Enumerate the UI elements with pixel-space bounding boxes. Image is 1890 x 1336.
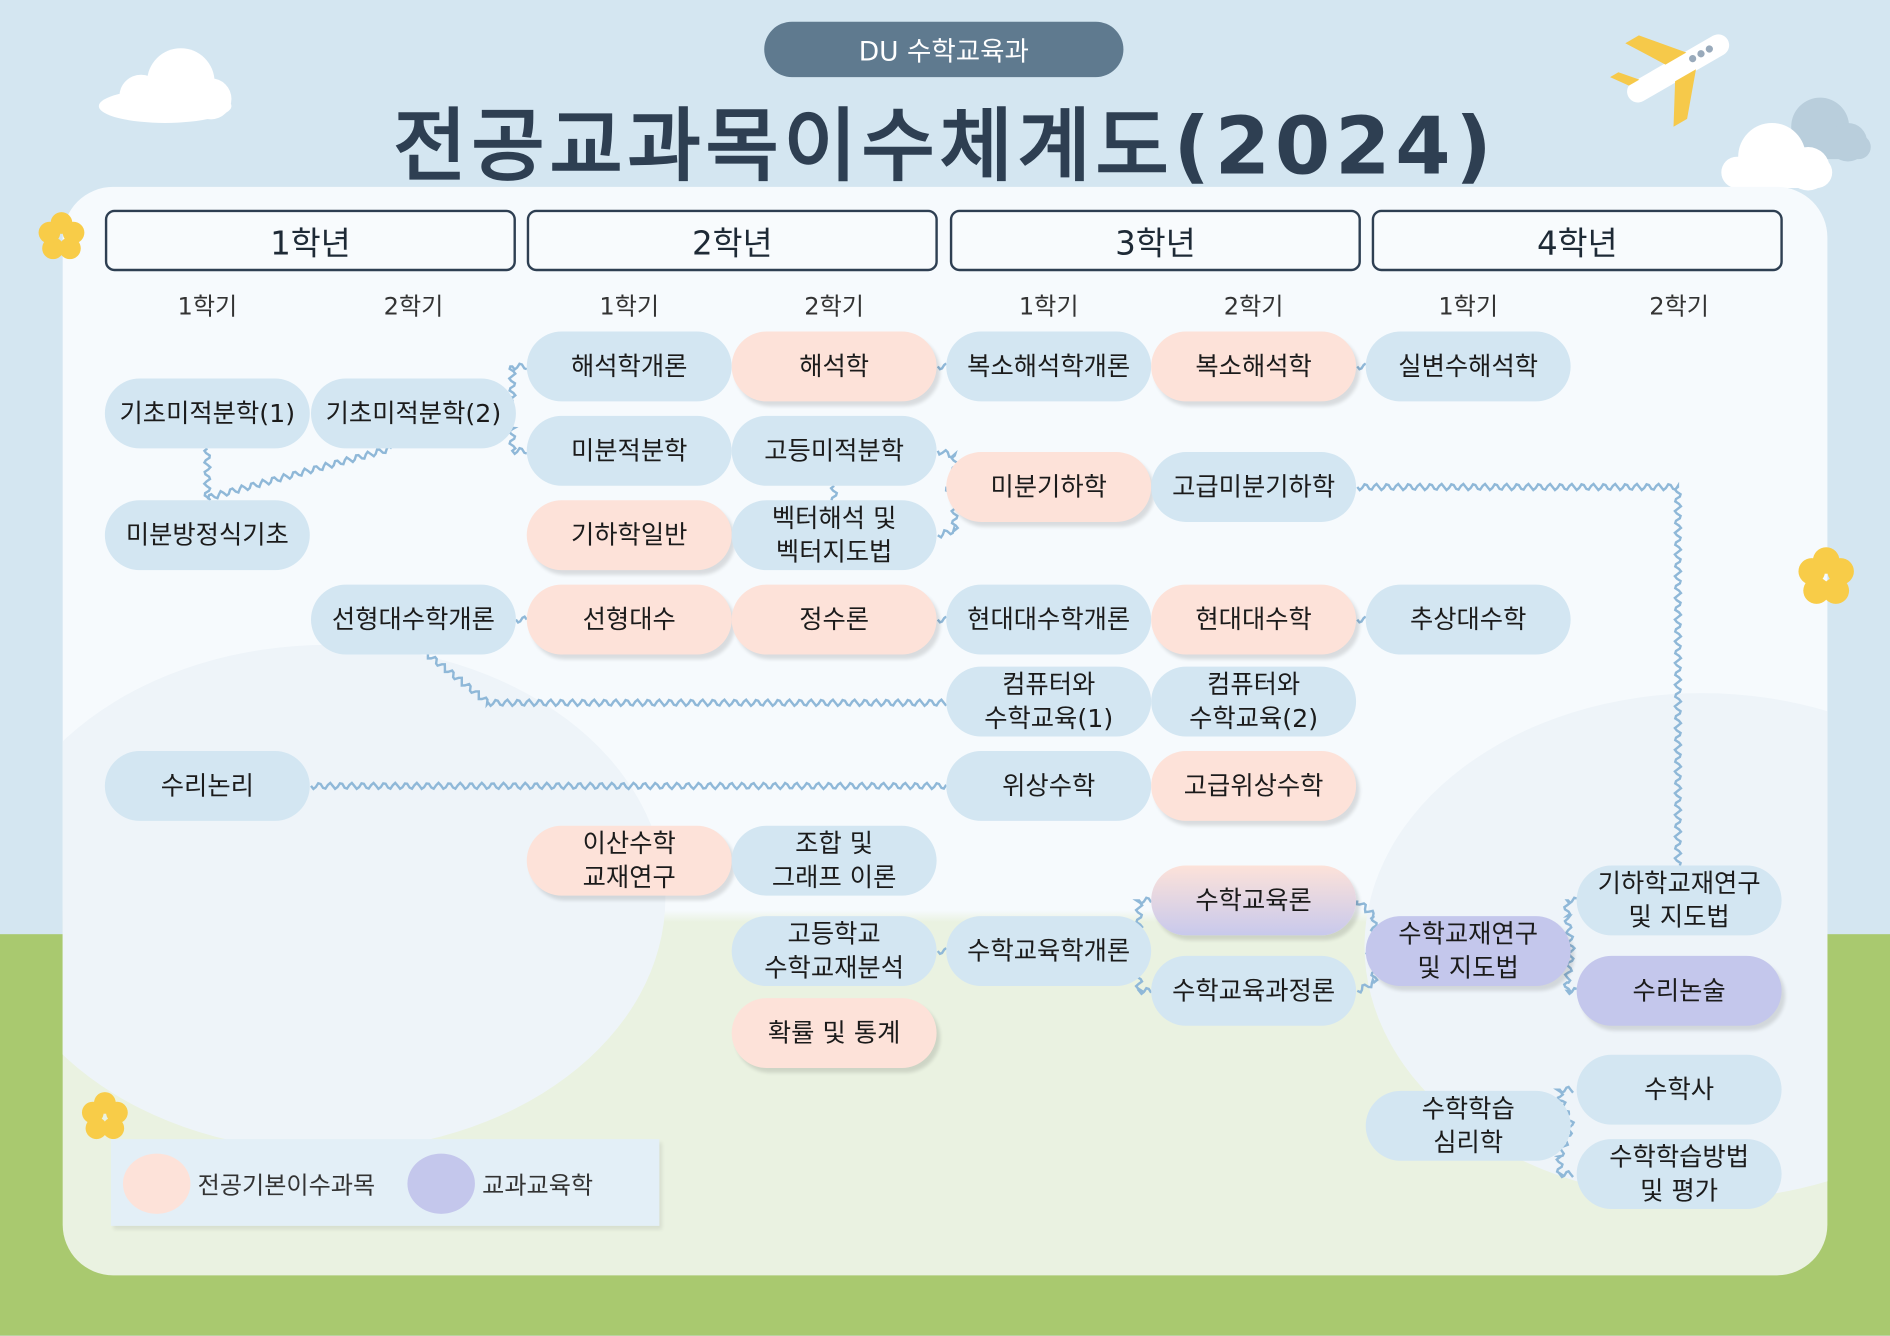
- course-node[interactable]: 수학사: [1576, 1054, 1782, 1125]
- course-node[interactable]: 기초미적분학(1): [104, 378, 310, 449]
- course-node[interactable]: 기하학일반: [526, 500, 732, 571]
- course-node[interactable]: 고급미분기하학: [1151, 452, 1357, 522]
- semester-label: 1학기: [1018, 291, 1079, 321]
- course-node[interactable]: 컴퓨터와 수학교육(2): [1151, 666, 1357, 737]
- prerequisite-connector: [1356, 362, 1367, 371]
- course-node[interactable]: 수리논리: [104, 750, 310, 821]
- semester-label: 1학기: [177, 291, 238, 321]
- flower-icon: [1798, 547, 1854, 604]
- course-node[interactable]: 수학학습방법 및 평가: [1576, 1139, 1782, 1210]
- semester-label: 1학기: [1438, 291, 1499, 321]
- course-node[interactable]: 정수론: [731, 584, 937, 655]
- airplane-icon: [1610, 34, 1730, 127]
- course-node[interactable]: 수학교재연구 및 지도법: [1365, 916, 1571, 987]
- course-node[interactable]: 고등학교 수학교재분석: [731, 916, 937, 987]
- course-node[interactable]: 수학교육학개론: [946, 916, 1152, 987]
- legend-label-major-basic: 전공기본이수과목: [197, 1170, 376, 1200]
- prerequisite-connector: [310, 781, 948, 791]
- course-node[interactable]: 해석학: [731, 331, 937, 402]
- course-node[interactable]: 미분적분학: [526, 415, 732, 486]
- year-header-3: 3학년: [949, 209, 1361, 272]
- prerequisite-connector: [1562, 950, 1578, 996]
- course-node[interactable]: 실변수해석학: [1365, 331, 1571, 402]
- legend-swatch-purple: [407, 1153, 475, 1214]
- course-node[interactable]: 수리논술: [1576, 955, 1782, 1026]
- course-node[interactable]: 기하학교재연구 및 지도법: [1576, 865, 1782, 936]
- course-node[interactable]: 벡터해석 및 벡터지도법: [731, 500, 937, 571]
- semester-label: 1학기: [599, 291, 660, 321]
- flower-icon: [38, 212, 85, 260]
- semester-label: 2학기: [1649, 291, 1709, 321]
- course-node[interactable]: 추상대수학: [1365, 584, 1571, 655]
- course-node[interactable]: 복소해석학개론: [946, 331, 1152, 402]
- course-node[interactable]: 현대대수학: [1151, 584, 1357, 655]
- course-node[interactable]: 조합 및 그래프 이론: [731, 825, 937, 896]
- course-node[interactable]: 선형대수학개론: [310, 584, 516, 655]
- prerequisite-connector: [936, 947, 947, 956]
- prerequisite-connector: [1562, 896, 1578, 952]
- prerequisite-connector: [514, 615, 528, 624]
- semester-label: 2학기: [383, 291, 444, 321]
- prerequisite-connector: [936, 615, 947, 624]
- department-badge: DU 수학교육과: [764, 21, 1124, 78]
- year-header-4: 4학년: [1371, 209, 1783, 272]
- cloud-icon: [1721, 122, 1833, 191]
- legend-label-subject-education: 교과교육학: [482, 1170, 594, 1200]
- course-node[interactable]: 현대대수학개론: [946, 584, 1152, 655]
- course-node[interactable]: 위상수학: [946, 750, 1152, 821]
- course-node[interactable]: 고등미적분학: [731, 415, 937, 486]
- course-node[interactable]: 수학학습 심리학: [1365, 1090, 1571, 1161]
- course-node[interactable]: 이산수학 교재연구: [526, 825, 732, 896]
- course-node[interactable]: 컴퓨터와 수학교육(1): [946, 666, 1152, 737]
- semester-label: 2학기: [804, 291, 864, 321]
- legend-swatch-pink: [122, 1153, 191, 1214]
- cloud-icon: [98, 48, 232, 123]
- course-node[interactable]: 확률 및 통계: [731, 998, 937, 1068]
- year-header-2: 2학년: [526, 209, 938, 272]
- prerequisite-connector: [426, 654, 948, 709]
- course-node[interactable]: 수학교육과정론: [1151, 955, 1357, 1026]
- prerequisite-connector: [202, 447, 213, 501]
- page-title: 전공교과목이수체계도(2024): [393, 100, 1497, 193]
- legend: 전공기본이수과목 교과교육학: [110, 1139, 660, 1226]
- course-node[interactable]: 미분방정식기초: [104, 500, 310, 571]
- semester-label: 2학기: [1223, 291, 1284, 321]
- prerequisite-connector: [936, 362, 947, 371]
- course-node[interactable]: 미분기하학: [946, 452, 1152, 522]
- course-node[interactable]: 복소해석학: [1151, 331, 1357, 402]
- course-node[interactable]: 선형대수: [526, 584, 732, 655]
- course-node[interactable]: 고급위상수학: [1151, 750, 1357, 821]
- year-header-1: 1학년: [104, 209, 516, 272]
- prerequisite-connector: [1356, 481, 1683, 866]
- cloud-icon: [1783, 97, 1871, 162]
- course-node[interactable]: 해석학개론: [526, 331, 732, 402]
- course-node[interactable]: 수학교육론: [1151, 865, 1357, 936]
- course-node[interactable]: 기초미적분학(2): [310, 378, 516, 449]
- flower-icon: [81, 1092, 128, 1140]
- prerequisite-connector: [829, 484, 839, 501]
- prerequisite-connector: [1356, 615, 1367, 624]
- prerequisite-connector: [206, 444, 393, 500]
